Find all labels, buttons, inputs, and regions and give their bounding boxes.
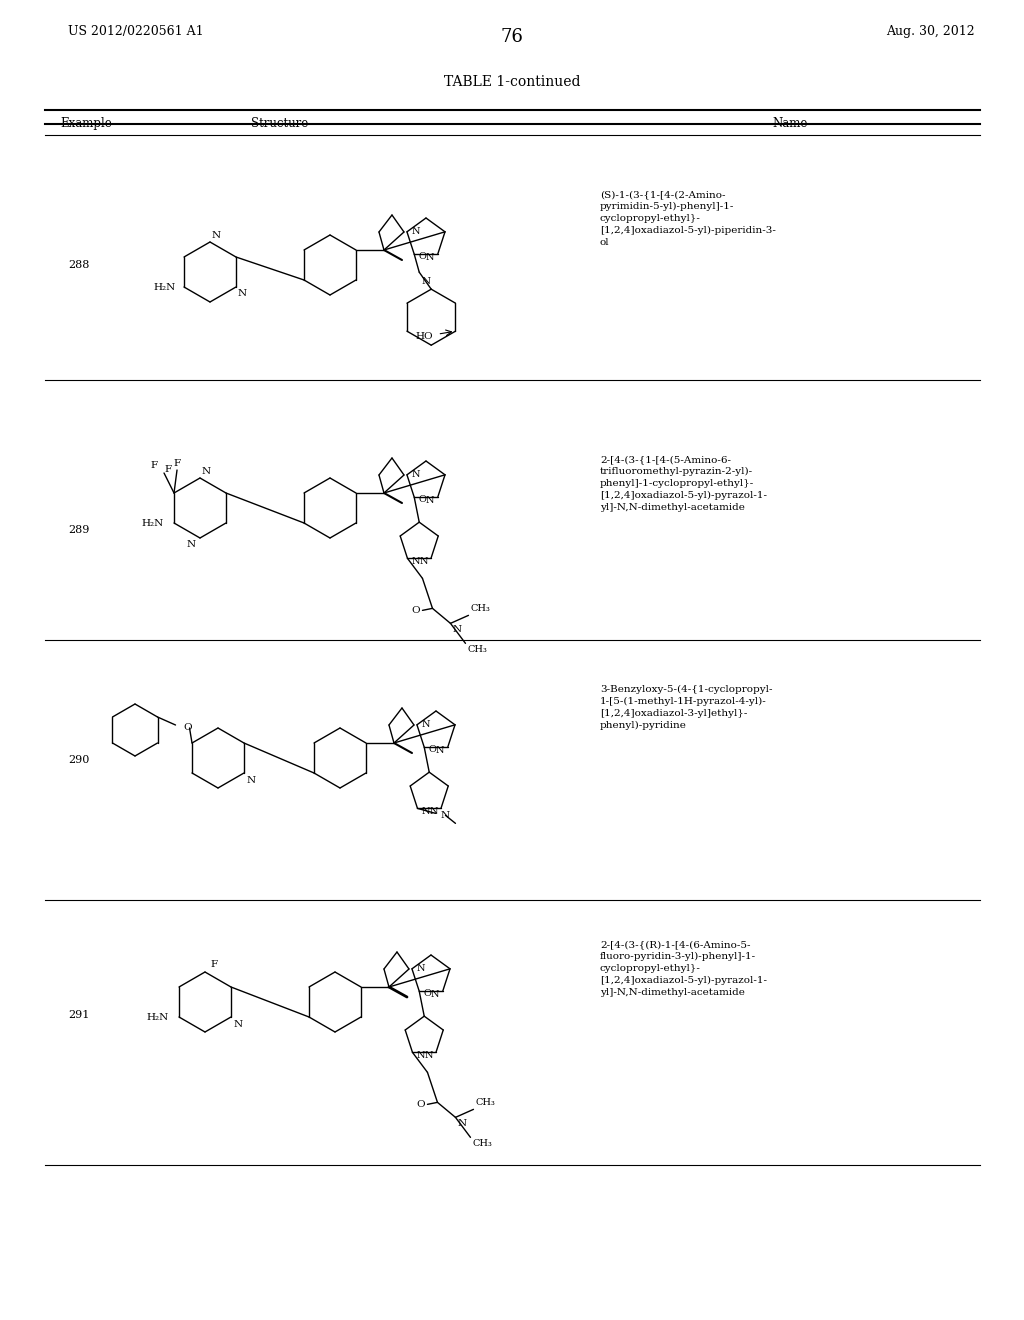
Text: F: F [164, 466, 171, 474]
Text: US 2012/0220561 A1: US 2012/0220561 A1 [68, 25, 204, 38]
Text: N: N [186, 540, 196, 549]
Text: Name: Name [772, 117, 808, 129]
Text: 290: 290 [68, 755, 89, 766]
Text: N: N [430, 990, 438, 999]
Text: N: N [212, 231, 221, 240]
Text: N: N [238, 289, 247, 298]
Text: O: O [418, 252, 426, 260]
Text: O: O [428, 744, 436, 754]
Text: 291: 291 [68, 1010, 89, 1020]
Text: N: N [417, 965, 425, 973]
Text: 76: 76 [501, 28, 523, 46]
Text: N: N [453, 626, 462, 635]
Text: TABLE 1-continued: TABLE 1-continued [443, 75, 581, 88]
Text: N: N [429, 807, 438, 816]
Text: O: O [418, 495, 426, 504]
Text: F: F [173, 458, 180, 467]
Text: 2-[4-(3-{(R)-1-[4-(6-Amino-5-
fluoro-pyridin-3-yl)-phenyl]-1-
cyclopropyl-ethyl}: 2-[4-(3-{(R)-1-[4-(6-Amino-5- fluoro-pyr… [600, 940, 767, 997]
Text: Example: Example [60, 117, 112, 129]
Text: CH₃: CH₃ [470, 605, 490, 614]
Text: N: N [440, 810, 450, 820]
Text: Aug. 30, 2012: Aug. 30, 2012 [887, 25, 975, 38]
Text: N: N [247, 776, 256, 785]
Text: N: N [417, 1051, 425, 1060]
Text: F: F [210, 960, 217, 969]
Text: N: N [412, 470, 421, 479]
Text: N: N [233, 1020, 243, 1030]
Text: Structure: Structure [251, 117, 308, 129]
Text: O: O [412, 606, 421, 615]
Text: N: N [422, 721, 430, 730]
Text: (S)-1-(3-{1-[4-(2-Amino-
pyrimidin-5-yl)-phenyl]-1-
cyclopropyl-ethyl}-
[1,2,4]o: (S)-1-(3-{1-[4-(2-Amino- pyrimidin-5-yl)… [600, 190, 776, 247]
Text: O: O [183, 723, 193, 733]
Text: H₂N: H₂N [154, 282, 176, 292]
Text: O: O [423, 989, 431, 998]
Text: N: N [420, 557, 428, 566]
Text: N: N [458, 1119, 467, 1129]
Text: N: N [425, 252, 434, 261]
Text: N: N [425, 496, 434, 504]
Text: H₂N: H₂N [146, 1012, 169, 1022]
Text: CH₃: CH₃ [475, 1098, 496, 1107]
Text: N: N [421, 277, 430, 286]
Text: N: N [425, 1051, 433, 1060]
Text: N: N [422, 807, 430, 816]
Text: N: N [202, 467, 211, 477]
Text: 289: 289 [68, 525, 89, 535]
Text: CH₃: CH₃ [472, 1139, 493, 1148]
Text: H₂N: H₂N [141, 519, 164, 528]
Text: CH₃: CH₃ [468, 645, 487, 655]
Text: 288: 288 [68, 260, 89, 271]
Text: N: N [412, 227, 421, 236]
Text: F: F [151, 462, 158, 470]
Text: 3-Benzyloxy-5-(4-{1-cyclopropyl-
1-[5-(1-methyl-1H-pyrazol-4-yl)-
[1,2,4]oxadiaz: 3-Benzyloxy-5-(4-{1-cyclopropyl- 1-[5-(1… [600, 685, 772, 730]
Text: 2-[4-(3-{1-[4-(5-Amino-6-
trifluoromethyl-pyrazin-2-yl)-
phenyl]-1-cyclopropyl-e: 2-[4-(3-{1-[4-(5-Amino-6- trifluoromethy… [600, 455, 767, 512]
Text: N: N [412, 557, 420, 566]
Text: HO: HO [416, 331, 433, 341]
Text: O: O [417, 1100, 425, 1109]
Text: N: N [435, 746, 443, 755]
